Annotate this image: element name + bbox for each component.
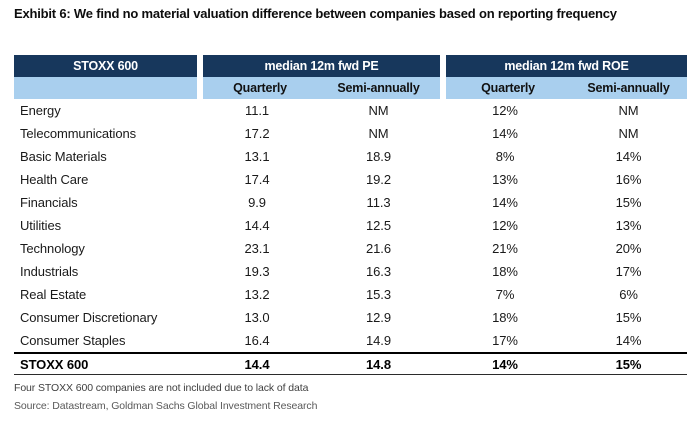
roe-quarterly-value: 14%: [492, 195, 518, 210]
pe-semiannually-value: 19.2: [366, 172, 391, 187]
pe-quarterly-value: 13.0: [244, 310, 270, 325]
roe-semiannually-value: 13%: [615, 218, 642, 233]
sector-label: Consumer Discretionary: [20, 310, 158, 325]
sector-label: Energy: [20, 103, 61, 118]
roe-semiannually-value: 20%: [615, 241, 642, 256]
roe-quarterly-value: 12%: [492, 218, 518, 233]
table-header-group-row: STOXX 600 median 12m fwd PE median 12m f…: [14, 55, 687, 77]
total-roe-quarterly-value: 14%: [492, 357, 518, 372]
pe-semiannually-value: NM: [368, 126, 389, 141]
subheader-blank: [14, 77, 197, 99]
roe-quarterly-value: 8%: [495, 149, 515, 164]
roe-quarterly-value: 17%: [492, 333, 518, 348]
table-row: Industrials 19.3 16.3 18% 17%: [14, 260, 687, 283]
source-attribution: Source: Datastream, Goldman Sachs Global…: [14, 400, 318, 412]
roe-semiannually-value: 14%: [615, 149, 642, 164]
roe-semiannually-value: 15%: [615, 195, 642, 210]
total-label: STOXX 600: [20, 357, 89, 372]
corner-header: STOXX 600: [14, 55, 197, 77]
subheader-roe-semiannually: Semi-annually: [570, 77, 687, 99]
roe-semiannually-value: 17%: [615, 264, 642, 279]
roe-semiannually-value: 16%: [615, 172, 642, 187]
table-row: Basic Materials 13.1 18.9 8% 14%: [14, 145, 687, 168]
table-row: Health Care 17.4 19.2 13% 16%: [14, 168, 687, 191]
roe-semiannually-value: 14%: [615, 333, 642, 348]
subheader-pe-semiannually: Semi-annually: [317, 77, 440, 99]
exhibit-title: Exhibit 6: We find no material valuation…: [14, 6, 617, 21]
pe-quarterly-value: 16.4: [244, 333, 270, 348]
table-subheader-row: Quarterly Semi-annually Quarterly Semi-a…: [14, 77, 687, 99]
valuation-table: STOXX 600 median 12m fwd PE median 12m f…: [14, 55, 687, 375]
pe-semiannually-value: NM: [368, 103, 389, 118]
total-roe-semiannually-value: 15%: [615, 357, 642, 372]
pe-quarterly-value: 9.9: [248, 195, 266, 210]
total-pe-quarterly-value: 14.4: [244, 357, 270, 372]
sector-label: Industrials: [20, 264, 79, 279]
pe-semiannually-value: 12.5: [366, 218, 391, 233]
pe-quarterly-value: 17.2: [244, 126, 270, 141]
sector-label: Basic Materials: [20, 149, 107, 164]
roe-quarterly-value: 7%: [495, 287, 515, 302]
table-row: Consumer Discretionary 13.0 12.9 18% 15%: [14, 306, 687, 329]
group-header-roe: median 12m fwd ROE: [440, 55, 687, 77]
subheader-roe-quarterly: Quarterly: [440, 77, 570, 99]
subheader-pe-quarterly: Quarterly: [197, 77, 317, 99]
sector-label: Telecommunications: [20, 126, 136, 141]
sector-label: Financials: [20, 195, 78, 210]
pe-quarterly-value: 17.4: [244, 172, 270, 187]
roe-semiannually-value: 15%: [615, 310, 642, 325]
table-row: Financials 9.9 11.3 14% 15%: [14, 191, 687, 214]
roe-quarterly-value: 21%: [492, 241, 518, 256]
pe-quarterly-value: 11.1: [245, 103, 269, 118]
roe-quarterly-value: 18%: [492, 264, 518, 279]
table-row: Consumer Staples 16.4 14.9 17% 14%: [14, 329, 687, 352]
total-pe-semiannually-value: 14.8: [366, 357, 391, 372]
sector-label: Consumer Staples: [20, 333, 126, 348]
footnote: Four STOXX 600 companies are not include…: [14, 382, 309, 394]
roe-semiannually-value: 6%: [619, 287, 638, 302]
table-row: Real Estate 13.2 15.3 7% 6%: [14, 283, 687, 306]
sector-label: Real Estate: [20, 287, 87, 302]
pe-semiannually-value: 14.9: [366, 333, 391, 348]
roe-quarterly-value: 14%: [492, 126, 518, 141]
sector-label: Technology: [20, 241, 85, 256]
sector-label: Utilities: [20, 218, 61, 233]
table-total-row: STOXX 600 14.4 14.8 14% 15%: [14, 352, 687, 375]
pe-semiannually-value: 15.3: [366, 287, 391, 302]
roe-quarterly-value: 13%: [492, 172, 518, 187]
table-row: Energy 11.1 NM 12% NM: [14, 99, 687, 122]
roe-semiannually-value: NM: [618, 103, 639, 118]
roe-quarterly-value: 12%: [492, 103, 518, 118]
pe-quarterly-value: 23.1: [244, 241, 270, 256]
pe-semiannually-value: 18.9: [366, 149, 391, 164]
pe-quarterly-value: 13.1: [244, 149, 270, 164]
roe-semiannually-value: NM: [618, 126, 639, 141]
table-row: Utilities 14.4 12.5 12% 13%: [14, 214, 687, 237]
pe-quarterly-value: 14.4: [244, 218, 270, 233]
pe-semiannually-value: 12.9: [366, 310, 391, 325]
pe-semiannually-value: 21.6: [366, 241, 391, 256]
sector-label: Health Care: [20, 172, 89, 187]
roe-quarterly-value: 18%: [492, 310, 518, 325]
pe-semiannually-value: 11.3: [366, 195, 391, 210]
group-header-pe: median 12m fwd PE: [197, 55, 440, 77]
pe-quarterly-value: 13.2: [244, 287, 270, 302]
pe-semiannually-value: 16.3: [366, 264, 391, 279]
table-row: Technology 23.1 21.6 21% 20%: [14, 237, 687, 260]
pe-quarterly-value: 19.3: [244, 264, 270, 279]
table-row: Telecommunications 17.2 NM 14% NM: [14, 122, 687, 145]
